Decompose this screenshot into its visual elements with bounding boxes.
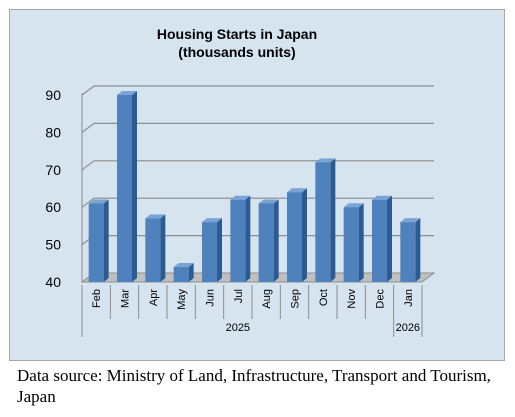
bar <box>372 195 392 282</box>
data-source-caption: Data source: Ministry of Land, Infrastru… <box>17 366 491 406</box>
bar-side <box>188 263 194 282</box>
bar-front <box>287 192 302 282</box>
bar-front <box>315 162 331 282</box>
x-group-label: 2025 <box>226 322 250 334</box>
bar <box>400 218 421 282</box>
bar-top <box>145 214 166 219</box>
x-tick-label: Sep <box>290 289 302 309</box>
bar-side <box>415 218 421 282</box>
bar-front <box>173 267 189 282</box>
bar-side <box>132 91 137 282</box>
bar <box>258 199 279 282</box>
bar-side <box>245 195 251 282</box>
y-axis: 90 80 70 60 50 40 <box>45 87 83 290</box>
bar-front <box>117 95 132 282</box>
y-tick-label: 50 <box>45 237 61 253</box>
bar <box>88 199 109 282</box>
x-tick-label: Jun <box>205 289 217 307</box>
bar-side <box>160 214 166 282</box>
bar-top <box>88 199 109 204</box>
bar-side <box>330 158 336 282</box>
x-tick-label: Feb <box>91 289 103 308</box>
bar-front <box>145 218 161 282</box>
gridline <box>81 122 434 133</box>
bar-front <box>230 199 246 282</box>
bar-front <box>88 203 104 282</box>
bar-top <box>343 203 364 208</box>
y-tick-label: 60 <box>45 199 61 215</box>
x-tick-label: May <box>176 289 188 310</box>
bar <box>343 203 364 282</box>
bar-top <box>258 199 279 204</box>
bar-top <box>315 158 336 163</box>
y-tick-label: 70 <box>45 162 61 178</box>
bar <box>202 218 222 282</box>
chart-frame: Housing Starts in Japan (thousands units… <box>9 9 505 361</box>
bar-side <box>217 218 222 282</box>
bar-front <box>202 222 217 282</box>
bar-side <box>302 188 307 282</box>
chart-subtitle: (thousands units) <box>178 44 295 60</box>
bar-top <box>287 188 307 193</box>
x-tick-label: Jan <box>403 289 415 307</box>
bar-top <box>400 218 421 223</box>
bar-side <box>358 203 364 282</box>
bar-front <box>258 203 274 282</box>
bar <box>145 214 166 282</box>
x-axis: Feb Mar Apr May Jun Jul Aug Sep Oct Nov Dec Jan 2025… <box>81 285 423 337</box>
bar <box>287 188 307 282</box>
y-tick-label: 80 <box>45 124 61 140</box>
chart-background <box>9 9 505 361</box>
bar-front <box>372 199 387 282</box>
bar <box>315 158 336 282</box>
x-tick-label: Mar <box>120 289 132 308</box>
bar-top <box>372 195 392 200</box>
bar-side <box>103 199 109 282</box>
x-tick-label: Dec <box>375 289 387 309</box>
bar-side <box>273 199 279 282</box>
x-tick-label: Jul <box>233 289 245 303</box>
bar-top <box>230 195 251 200</box>
bar-front <box>400 222 416 282</box>
bar-front <box>343 207 359 282</box>
x-tick-label: Apr <box>148 289 160 306</box>
x-group-label: 2026 <box>396 322 420 334</box>
bar <box>230 195 251 282</box>
bar <box>117 91 137 282</box>
gridline <box>81 85 434 96</box>
y-tick-label: 40 <box>45 274 61 290</box>
x-tick-label: Oct <box>318 289 330 306</box>
x-tick-label: Nov <box>346 289 358 309</box>
bar-top <box>117 91 137 95</box>
x-tick-label: Aug <box>261 289 273 309</box>
bar-top <box>202 218 222 223</box>
bar <box>173 263 194 282</box>
bars <box>88 91 421 282</box>
bar-side <box>387 195 392 282</box>
bar-top <box>173 263 194 268</box>
chart-title: Housing Starts in Japan <box>157 26 317 42</box>
y-tick-label: 90 <box>45 87 61 103</box>
